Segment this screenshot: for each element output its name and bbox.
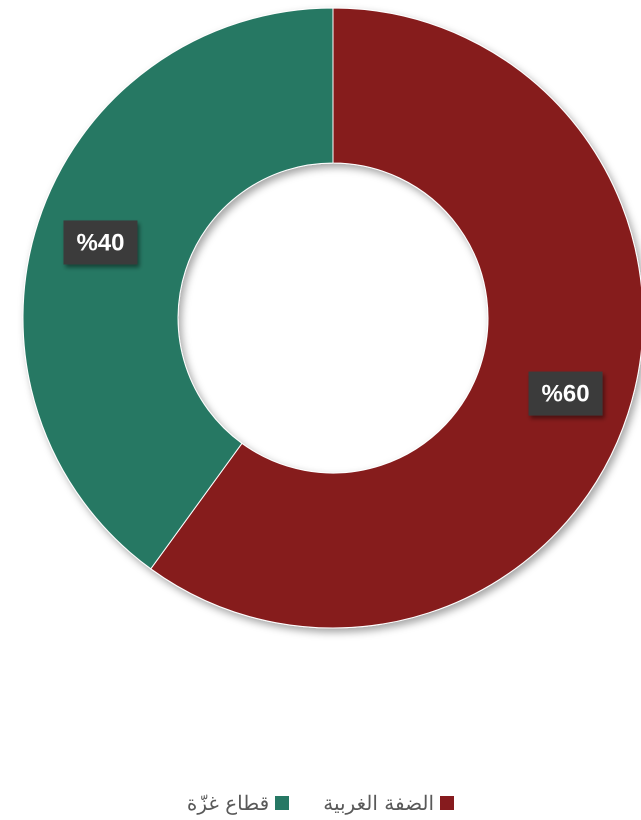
data-label-box [63,220,138,265]
donut-slice-1 [150,7,641,629]
data-label-text: %60 [542,381,590,408]
donut-slice-2 [22,7,334,570]
legend-item-1: الضفة الغربية [323,791,455,815]
data-label-1: %60 [528,371,603,416]
data-label-2: %40 [63,220,138,265]
legend-label: الضفة الغربية [323,791,435,815]
legend-label: قطاع غزّة [186,791,270,815]
data-label-box [528,371,603,416]
legend-swatch [440,796,455,810]
data-label-text: %40 [76,229,124,256]
chart-legend: الضفة الغربية قطاع غزّة [0,788,641,818]
legend-swatch [275,796,290,810]
legend-item-2: قطاع غزّة [186,791,290,815]
